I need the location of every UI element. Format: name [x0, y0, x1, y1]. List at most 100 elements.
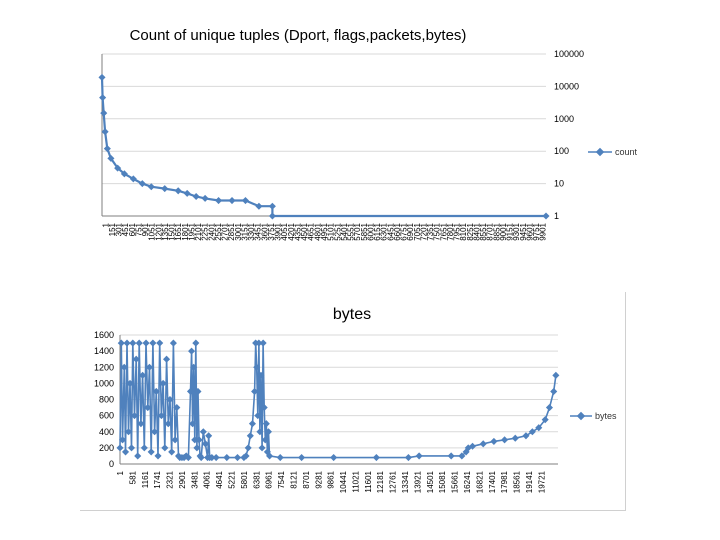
- x-tick-label: 11021: [351, 470, 360, 492]
- x-tick-label: 6601: [393, 222, 402, 240]
- x-tick-label: 8701: [486, 222, 495, 240]
- data-point: [550, 387, 558, 395]
- data-point: [208, 454, 216, 462]
- count-series: [98, 73, 550, 220]
- x-tick-label: 16241: [463, 470, 472, 493]
- x-tick-label: 6151: [373, 222, 382, 240]
- x-tick-label: 16821: [475, 470, 484, 493]
- data-point: [259, 339, 267, 347]
- data-point: [192, 339, 200, 347]
- unique-tuples-count-chart-svg: Count of unique tuples (Dport, flags,pac…: [98, 27, 638, 241]
- data-point: [193, 444, 201, 452]
- x-tick-label: 4201: [287, 222, 296, 240]
- data-point: [120, 170, 128, 178]
- data-point: [99, 94, 107, 102]
- data-point: [552, 371, 560, 379]
- x-tick-label: 601: [128, 222, 137, 236]
- x-tick-label: 8851: [492, 222, 501, 240]
- x-tick-label: 5701: [353, 222, 362, 240]
- data-point: [166, 395, 174, 404]
- x-tick-label: 3001: [234, 222, 243, 240]
- data-point: [447, 452, 455, 460]
- x-tick-label: 4651: [307, 222, 316, 240]
- x-tick-label: 3901: [274, 222, 283, 240]
- x-tick-label: 7541: [277, 470, 286, 488]
- x-tick-label: 8551: [479, 222, 488, 240]
- y-tick-label: 1000: [554, 114, 574, 124]
- data-point: [266, 452, 274, 460]
- data-point: [246, 432, 254, 440]
- x-tick-label: 14501: [426, 470, 435, 493]
- data-point: [205, 432, 213, 440]
- x-tick-label: 2321: [166, 470, 175, 488]
- x-tick-label: 9601: [525, 222, 534, 240]
- data-point: [161, 185, 169, 193]
- data-point: [114, 164, 122, 172]
- chart-legend: count: [588, 147, 638, 157]
- data-point: [541, 416, 549, 424]
- x-tick-label: 15661: [451, 470, 460, 493]
- data-point: [199, 428, 207, 436]
- data-point: [140, 444, 148, 452]
- chart-title: bytes: [333, 306, 371, 323]
- x-tick-label: 5801: [240, 470, 249, 488]
- x-tick-label: 9281: [314, 470, 323, 488]
- x-tick-label: 4501: [300, 222, 309, 240]
- x-tick-label: 4641: [215, 470, 224, 488]
- data-point: [103, 145, 111, 153]
- y-tick-label: 10: [554, 179, 564, 189]
- bytes-series-line: [119, 343, 557, 461]
- x-tick-label: 7951: [453, 222, 462, 240]
- data-point: [147, 183, 155, 191]
- x-tick-label: 15081: [438, 470, 447, 493]
- data-point: [138, 180, 146, 188]
- x-tick-label: 1051: [148, 222, 157, 240]
- y-axis-tick-labels: 1 10 100 1000 10000 100000: [554, 49, 584, 221]
- x-tick-label: 8121: [289, 470, 298, 488]
- data-point: [264, 428, 273, 436]
- data-point: [119, 436, 127, 444]
- y-tick-label: 100000: [554, 49, 584, 59]
- data-point: [468, 442, 477, 450]
- x-tick-label: 7501: [433, 222, 442, 240]
- x-tick-label: 1651: [174, 222, 183, 240]
- x-tick-label: 3481: [190, 470, 199, 488]
- data-point: [415, 452, 423, 460]
- x-tick-label: 13921: [413, 470, 422, 493]
- x-tick-label: 4801: [313, 222, 322, 240]
- x-axis-tick-labels: 1 581 1161 1741 2321 2901 3481 4061 4641 5221 5801…: [116, 470, 546, 493]
- x-tick-label: 12761: [389, 470, 398, 493]
- x-tick-label: 19141: [525, 470, 534, 493]
- x-tick-label: 3151: [240, 222, 249, 240]
- x-tick-label: 6961: [265, 470, 274, 488]
- x-tick-label: 9451: [519, 222, 528, 240]
- data-point: [215, 197, 223, 205]
- x-tick-label: 901: [141, 222, 150, 236]
- bytes-series: [116, 339, 560, 462]
- x-axis-tick-labels: 1151301451601751901105112011351150116511…: [101, 222, 547, 240]
- x-tick-label: 4951: [320, 222, 329, 240]
- data-point: [261, 436, 269, 444]
- legend-label-count: count: [615, 147, 638, 157]
- data-point: [173, 404, 181, 412]
- data-point: [107, 154, 115, 162]
- x-tick-label: 2401: [207, 222, 216, 240]
- x-tick-label: 1: [116, 470, 125, 475]
- data-point: [159, 379, 167, 387]
- x-tick-label: 3301: [247, 222, 256, 240]
- data-point: [139, 371, 147, 379]
- y-tick-label: 400: [99, 427, 114, 437]
- x-tick-label: 1951: [187, 222, 196, 240]
- y-tick-label: 1400: [94, 346, 114, 356]
- chart-axes: [101, 54, 546, 217]
- x-tick-label: 10441: [339, 470, 348, 493]
- x-tick-label: 1: [101, 222, 110, 227]
- data-point: [501, 436, 509, 444]
- data-point: [129, 339, 137, 347]
- y-tick-label: 1200: [94, 362, 114, 372]
- data-point: [144, 404, 152, 412]
- data-point: [171, 436, 179, 444]
- data-point: [135, 339, 143, 347]
- data-point: [169, 339, 177, 347]
- x-tick-label: 3451: [254, 222, 263, 240]
